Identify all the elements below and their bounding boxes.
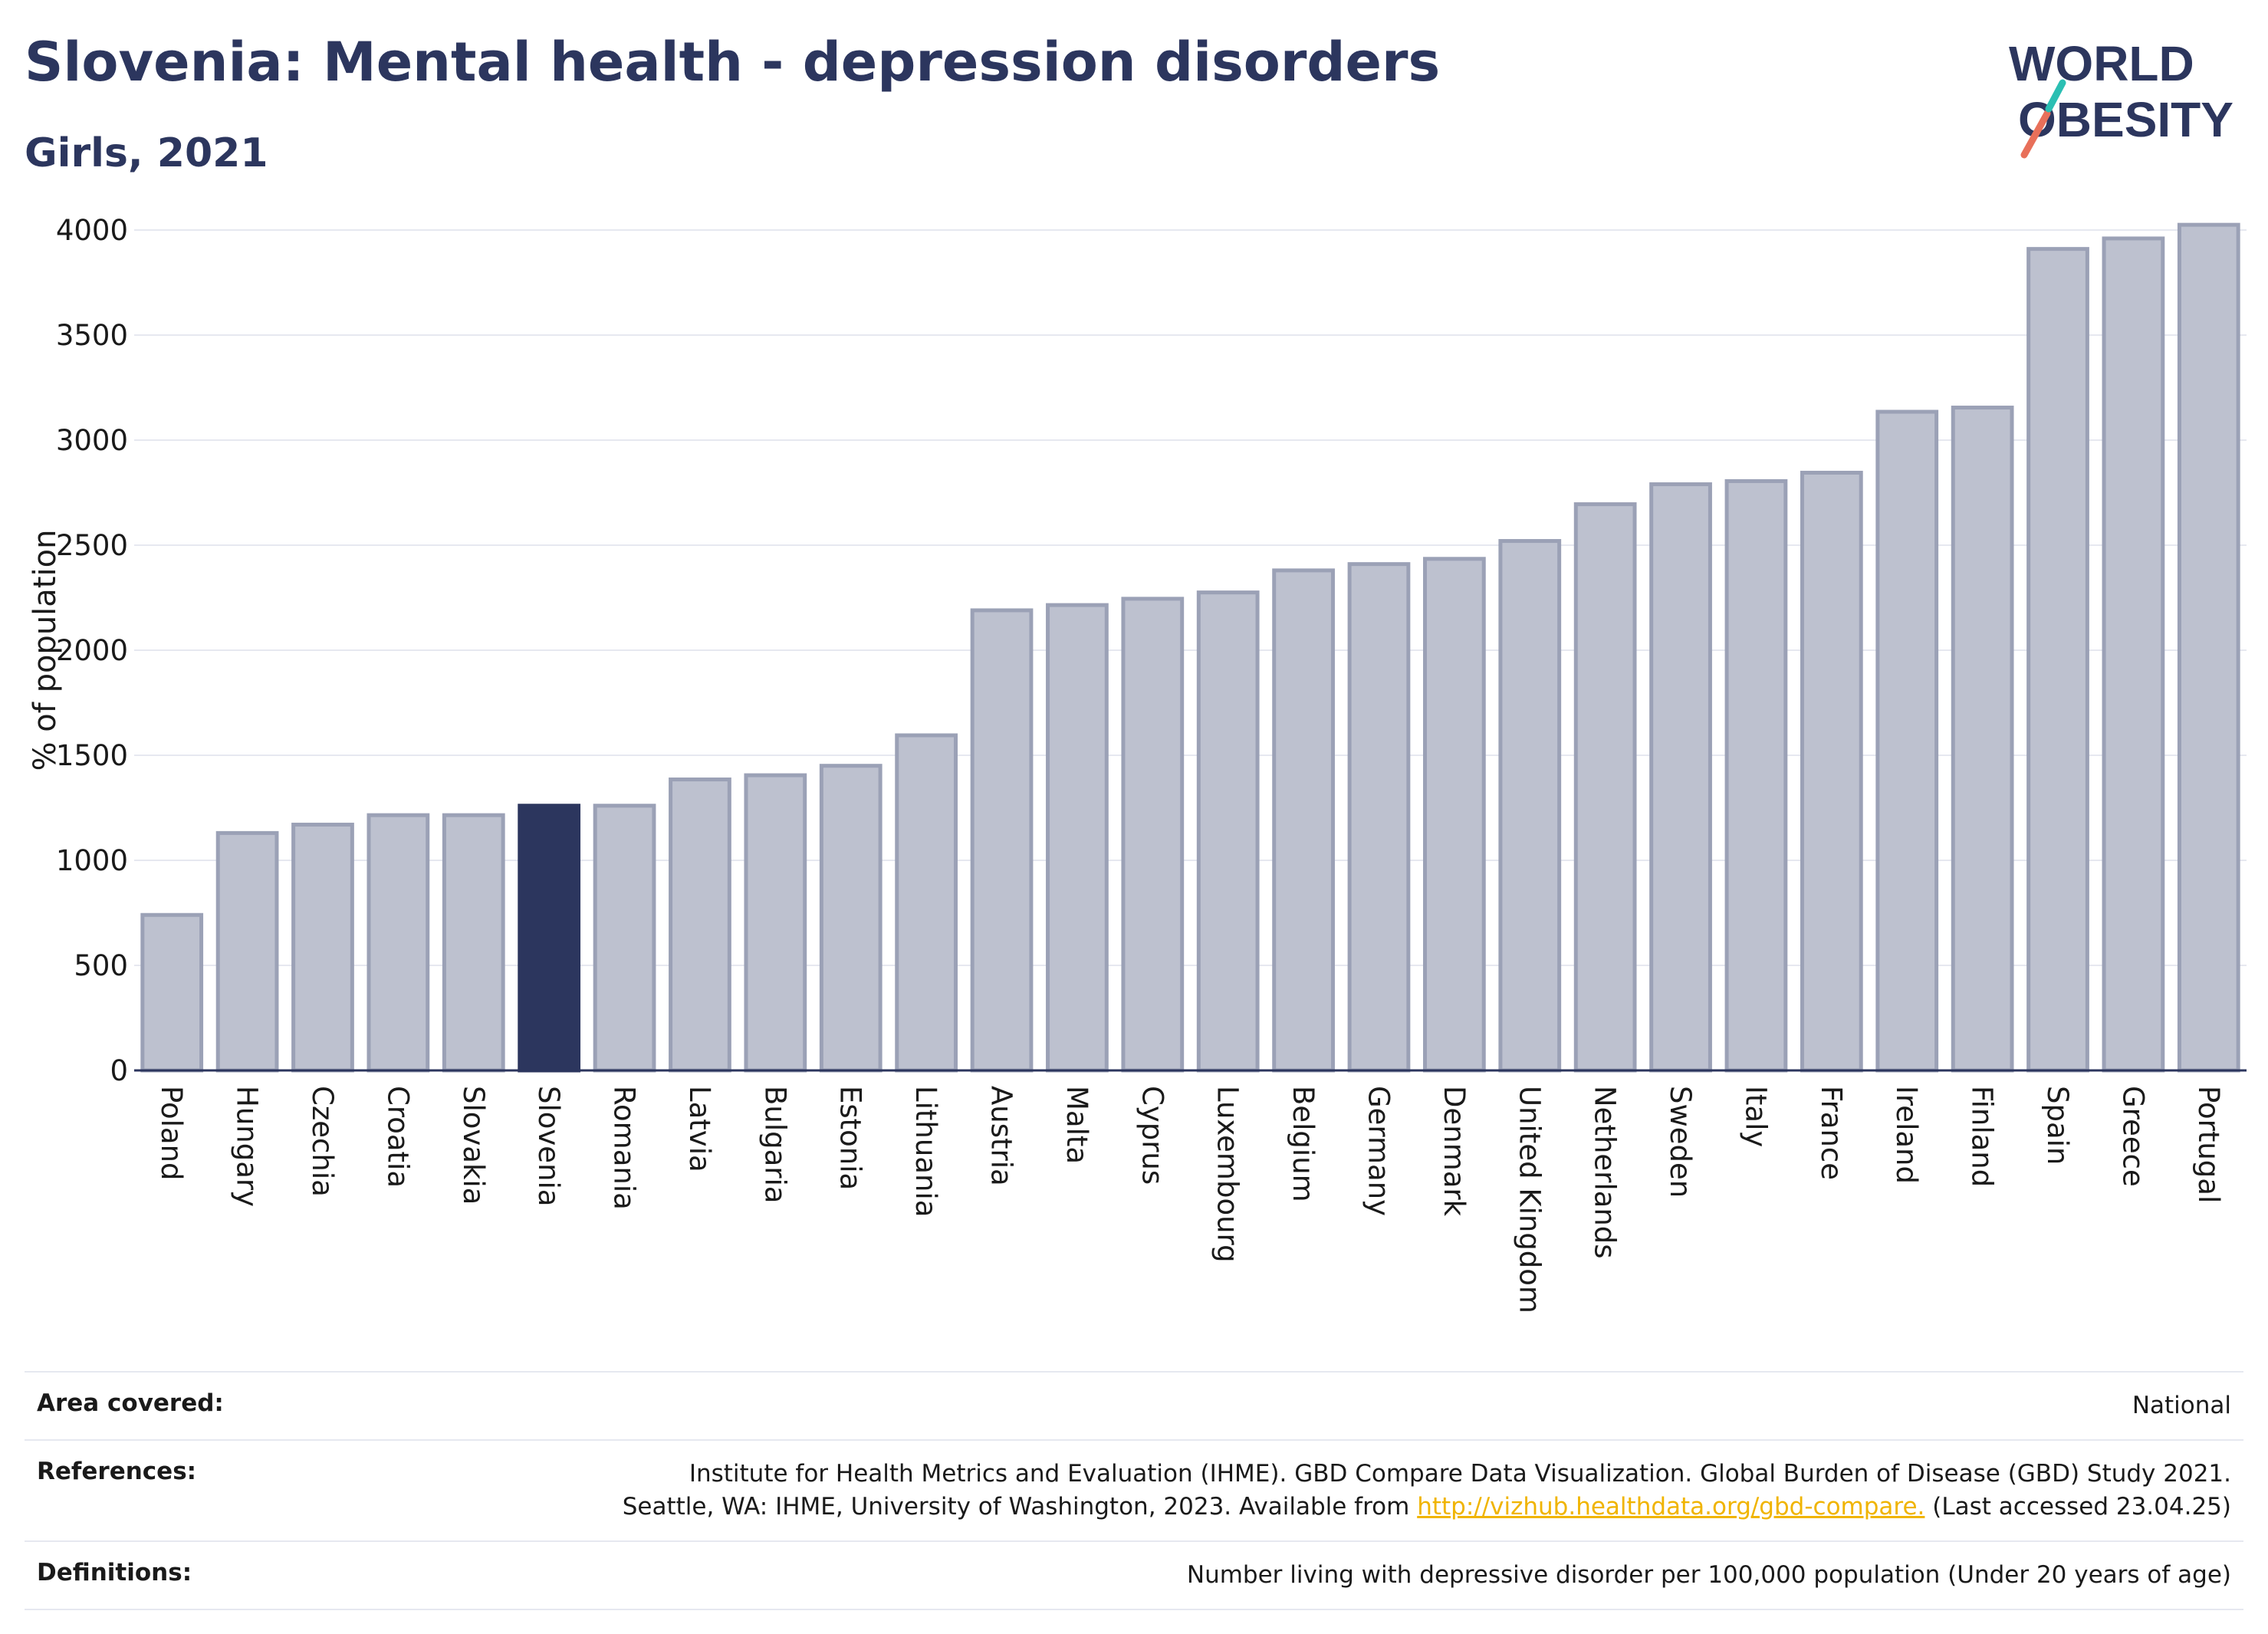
references-link[interactable]: http://vizhub.healthdata.org/gbd-compare… bbox=[1417, 1493, 1925, 1521]
references-line1: Institute for Health Metrics and Evaluat… bbox=[689, 1460, 2231, 1488]
x-tick-label: Slovakia bbox=[457, 1086, 490, 1205]
bar bbox=[1196, 590, 1260, 1073]
y-tick-label: 500 bbox=[74, 949, 128, 982]
x-tick-label: Netherlands bbox=[1589, 1086, 1622, 1259]
y-tick-label: 0 bbox=[110, 1054, 128, 1087]
bar bbox=[1046, 603, 1109, 1073]
y-tick-label: 3500 bbox=[56, 319, 128, 352]
bar bbox=[1649, 482, 1712, 1073]
x-tick-label: Croatia bbox=[381, 1086, 414, 1188]
y-tick-label: 1500 bbox=[56, 739, 128, 772]
references-row: References: Institute for Health Metrics… bbox=[25, 1439, 2243, 1540]
bar-highlighted bbox=[518, 804, 581, 1073]
bar bbox=[2102, 236, 2165, 1073]
x-tick-label: Finland bbox=[1966, 1086, 1999, 1187]
y-tick-label: 4000 bbox=[56, 214, 128, 247]
references-line2-post: (Last accessed 23.04.25) bbox=[1925, 1493, 2231, 1521]
x-tick-label: Malta bbox=[1060, 1086, 1093, 1164]
x-tick-label: Ireland bbox=[1890, 1086, 1923, 1184]
bar bbox=[1875, 409, 1939, 1073]
references-line2-pre: Seattle, WA: IHME, University of Washing… bbox=[622, 1493, 1418, 1521]
bar bbox=[895, 733, 958, 1073]
y-axis-label: % of population bbox=[28, 530, 63, 771]
bar bbox=[1498, 539, 1562, 1073]
bar bbox=[366, 813, 430, 1073]
world-obesity-logo: WORLD OBESITY bbox=[2009, 36, 2233, 159]
x-tick-label: Cyprus bbox=[1136, 1086, 1169, 1185]
references-value: Institute for Health Metrics and Evaluat… bbox=[623, 1458, 2231, 1524]
x-tick-label: Latvia bbox=[683, 1086, 716, 1172]
bar bbox=[1573, 502, 1637, 1073]
bar bbox=[1951, 406, 2014, 1073]
x-tick-label: Romania bbox=[608, 1086, 641, 1210]
chart-title: Slovenia: Mental health - depression dis… bbox=[25, 31, 1441, 94]
y-tick-label: 3000 bbox=[56, 424, 128, 457]
x-tick-label: Hungary bbox=[231, 1086, 264, 1207]
definitions-label: Definitions: bbox=[37, 1559, 192, 1586]
references-label: References: bbox=[37, 1458, 197, 1485]
definitions-row: Definitions: Number living with depressi… bbox=[25, 1540, 2243, 1610]
y-tick-label: 2500 bbox=[56, 529, 128, 562]
info-table: Area covered: National References: Insti… bbox=[25, 1371, 2243, 1610]
x-tick-label: Sweden bbox=[1664, 1086, 1697, 1198]
x-tick-label: Germany bbox=[1362, 1086, 1395, 1216]
area-covered-label: Area covered: bbox=[37, 1389, 224, 1417]
area-covered-value: National bbox=[2132, 1392, 2231, 1419]
bar-chart: 0 500 1000 1500 2000 2500 3000 3500 4000 % of pop… bbox=[28, 214, 2247, 1313]
bar bbox=[291, 822, 354, 1073]
bar bbox=[215, 830, 279, 1073]
x-tick-label: Czechia bbox=[306, 1086, 339, 1197]
x-tick-label: Portugal bbox=[2192, 1086, 2225, 1203]
x-tick-label: Italy bbox=[1739, 1086, 1772, 1147]
bar bbox=[744, 773, 807, 1073]
x-tick-label: Denmark bbox=[1438, 1086, 1471, 1217]
x-tick-label: France bbox=[1815, 1086, 1848, 1180]
bar bbox=[593, 804, 656, 1073]
bar bbox=[1347, 562, 1411, 1073]
logo-slash-coral bbox=[2020, 110, 2051, 159]
area-covered-row: Area covered: National bbox=[25, 1371, 2243, 1439]
bar bbox=[1724, 478, 1788, 1073]
x-tick-label: Austria bbox=[985, 1086, 1018, 1186]
chart-subtitle: Girls, 2021 bbox=[25, 130, 268, 176]
x-tick-label: United Kingdom bbox=[1513, 1086, 1546, 1313]
x-tick-label: Greece bbox=[2116, 1086, 2149, 1187]
bar bbox=[2026, 247, 2089, 1073]
y-tick-label: 1000 bbox=[56, 844, 128, 877]
bar bbox=[970, 608, 1034, 1073]
x-tick-label: Slovenia bbox=[532, 1086, 565, 1206]
definitions-value: Number living with depressive disorder p… bbox=[1186, 1561, 2231, 1589]
bar bbox=[1121, 597, 1185, 1073]
x-tick-label: Luxembourg bbox=[1211, 1086, 1244, 1263]
bar bbox=[1272, 568, 1335, 1073]
bar bbox=[442, 813, 505, 1073]
y-tick-label: 2000 bbox=[56, 634, 128, 667]
bar bbox=[819, 764, 883, 1073]
x-tick-label: Estonia bbox=[834, 1086, 867, 1190]
bar bbox=[1800, 470, 1863, 1073]
x-tick-label: Belgium bbox=[1287, 1086, 1320, 1202]
x-tick-label: Bulgaria bbox=[758, 1086, 791, 1203]
x-tick-label: Spain bbox=[2041, 1086, 2074, 1165]
bar bbox=[140, 912, 204, 1073]
x-tick-label: Lithuania bbox=[909, 1086, 942, 1217]
logo-line1: WORLD bbox=[2009, 36, 2194, 91]
bar bbox=[2177, 222, 2240, 1073]
logo-slash-teal bbox=[2045, 79, 2066, 113]
x-tick-label: Poland bbox=[155, 1086, 188, 1181]
bar bbox=[1423, 557, 1486, 1073]
bar bbox=[669, 778, 731, 1073]
